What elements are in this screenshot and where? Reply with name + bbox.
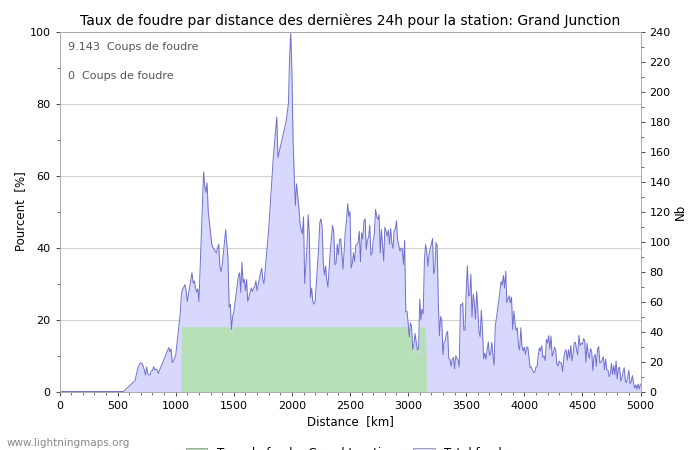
Text: www.lightningmaps.org: www.lightningmaps.org	[7, 438, 130, 448]
Text: Taux de foudre par distance des dernières 24h pour la station: Grand Junction: Taux de foudre par distance des dernière…	[80, 14, 620, 28]
Text: 0  Coups de foudre: 0 Coups de foudre	[68, 71, 174, 81]
X-axis label: Distance  [km]: Distance [km]	[307, 415, 393, 428]
Y-axis label: Pourcent  [%]: Pourcent [%]	[14, 171, 27, 252]
Legend: Taux de foudre Grand Junction, Total foudre: Taux de foudre Grand Junction, Total fou…	[181, 442, 519, 450]
Text: 9.143  Coups de foudre: 9.143 Coups de foudre	[68, 42, 199, 52]
Y-axis label: Nb: Nb	[673, 203, 687, 220]
